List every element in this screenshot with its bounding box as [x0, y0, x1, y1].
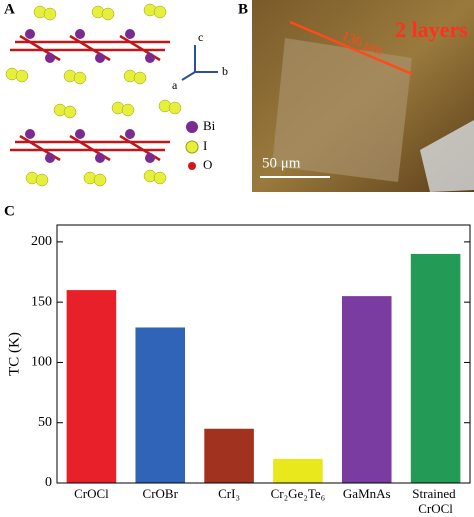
panel-a: A c a b Bi I O [4, 1, 228, 187]
bar [410, 253, 461, 483]
x-tick-label: CrOCl [74, 486, 109, 501]
panel-b: B 136 μm 2 layers 50 μm [238, 0, 474, 192]
legend-label: I [203, 138, 207, 153]
axes-icon [181, 45, 218, 81]
y-axis-label: TC (K) [6, 332, 22, 376]
panel-label: B [238, 1, 248, 17]
flake [420, 120, 474, 192]
annotation: 2 layers [395, 17, 468, 42]
x-tick-label: Cr₂Ge₂Te₆ [271, 486, 326, 501]
plot-frame [56, 224, 471, 484]
axis-label: a [172, 78, 178, 92]
x-tick-label: Strained CrOCl [412, 486, 459, 516]
legend-label: Bi [203, 118, 216, 133]
panel-label: A [4, 1, 15, 17]
legend-swatch [186, 121, 198, 133]
flake [272, 38, 412, 182]
y-tick-label: 200 [31, 234, 52, 249]
legend-label: O [203, 157, 212, 172]
y-tick-label: 0 [45, 475, 52, 490]
bar [66, 290, 117, 483]
panel-c: C TC (K) CrOCl CrOBr CrI₃ Cr₂Ge₂Te₆ GaMnAs St… [4, 203, 471, 516]
legend-swatch [185, 140, 199, 154]
bar [273, 458, 323, 483]
panel-label: C [4, 203, 15, 219]
scale-label: 50 μm [262, 155, 301, 171]
legend-swatch [188, 162, 196, 170]
bar [341, 296, 392, 483]
x-tick-label: CrOBr [143, 486, 179, 501]
x-tick-label: GaMnAs [343, 486, 391, 501]
crystal-structure [5, 3, 182, 187]
bar [204, 428, 254, 483]
y-tick-label: 100 [31, 355, 52, 370]
y-tick-label: 50 [38, 415, 52, 430]
bar [135, 327, 186, 483]
y-tick-label: 150 [31, 294, 52, 309]
axis-label: b [222, 64, 228, 78]
x-tick-label: CrI₃ [218, 486, 240, 501]
axis-label: c [198, 30, 203, 44]
measure-arrow [289, 20, 413, 76]
